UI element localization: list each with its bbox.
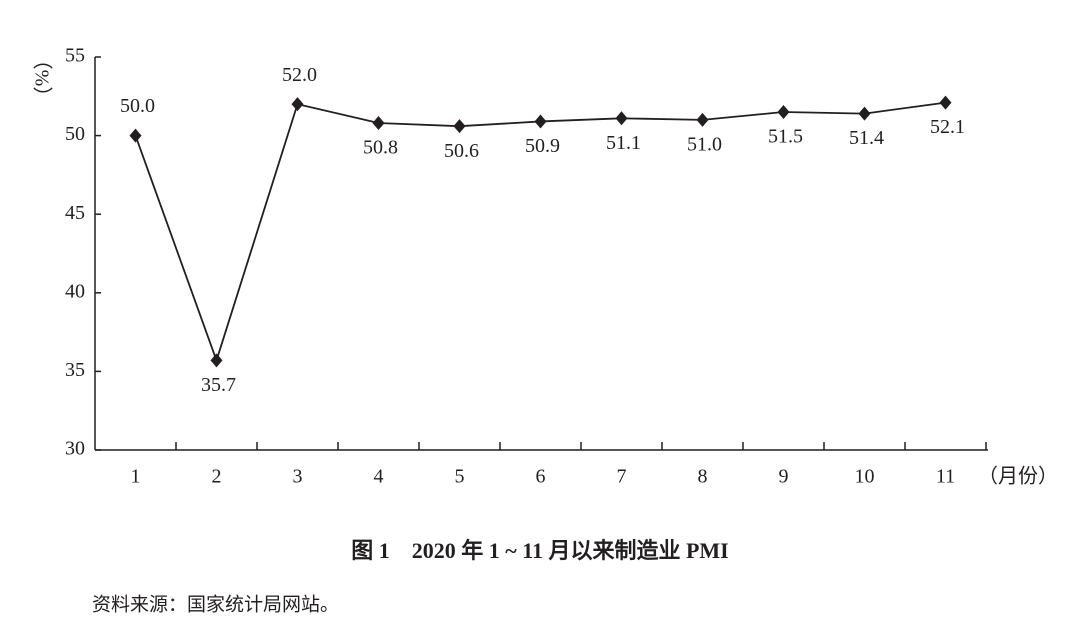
data-label: 35.7: [201, 374, 236, 396]
data-label: 50.8: [363, 137, 398, 159]
data-label: 50.9: [525, 135, 560, 157]
data-label: 52.0: [282, 64, 317, 86]
x-tick-label: 11: [936, 466, 955, 488]
data-label: 51.0: [687, 133, 722, 155]
x-tick-label: 8: [698, 466, 708, 488]
y-axis-label: （%）: [30, 50, 53, 107]
data-label: 50.6: [444, 140, 479, 162]
y-tick-label: 45: [65, 202, 85, 224]
chart-title: 图 1 2020 年 1 ~ 11 月以来制造业 PMI: [351, 538, 729, 563]
source-note: 资料来源：国家统计局网站。: [92, 593, 339, 615]
x-tick-label: 9: [779, 466, 789, 488]
data-label: 51.4: [849, 127, 884, 149]
x-axis-label: （月份）: [978, 465, 1058, 488]
data-label: 52.1: [930, 116, 965, 138]
data-label: 51.1: [606, 132, 641, 154]
marker: [129, 128, 142, 143]
y-tick-label: 50: [65, 123, 85, 145]
marker: [858, 106, 871, 121]
marker: [777, 105, 790, 120]
y-tick-label: 40: [65, 280, 85, 302]
data-label: 51.5: [768, 126, 803, 148]
data-label: 50.0: [120, 95, 155, 117]
y-tick-label: 35: [65, 359, 85, 381]
y-tick-label: 30: [65, 438, 85, 460]
x-tick-label: 6: [536, 466, 546, 488]
y-tick-label: 55: [65, 45, 85, 67]
marker: [696, 112, 709, 127]
marker: [453, 119, 466, 134]
x-tick-label: 5: [455, 466, 465, 488]
x-tick-label: 3: [293, 466, 303, 488]
marker: [615, 111, 628, 126]
marker: [939, 95, 952, 110]
marker: [534, 114, 547, 129]
marker: [210, 353, 223, 368]
x-tick-label: 7: [617, 466, 627, 488]
marker: [372, 116, 385, 131]
x-tick-label: 10: [855, 466, 875, 488]
x-tick-label: 4: [374, 466, 384, 488]
marker: [291, 97, 304, 112]
x-tick-label: 2: [212, 466, 222, 488]
x-tick-label: 1: [131, 466, 141, 488]
